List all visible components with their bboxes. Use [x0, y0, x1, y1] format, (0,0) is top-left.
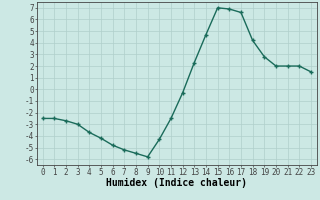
X-axis label: Humidex (Indice chaleur): Humidex (Indice chaleur): [106, 178, 247, 188]
